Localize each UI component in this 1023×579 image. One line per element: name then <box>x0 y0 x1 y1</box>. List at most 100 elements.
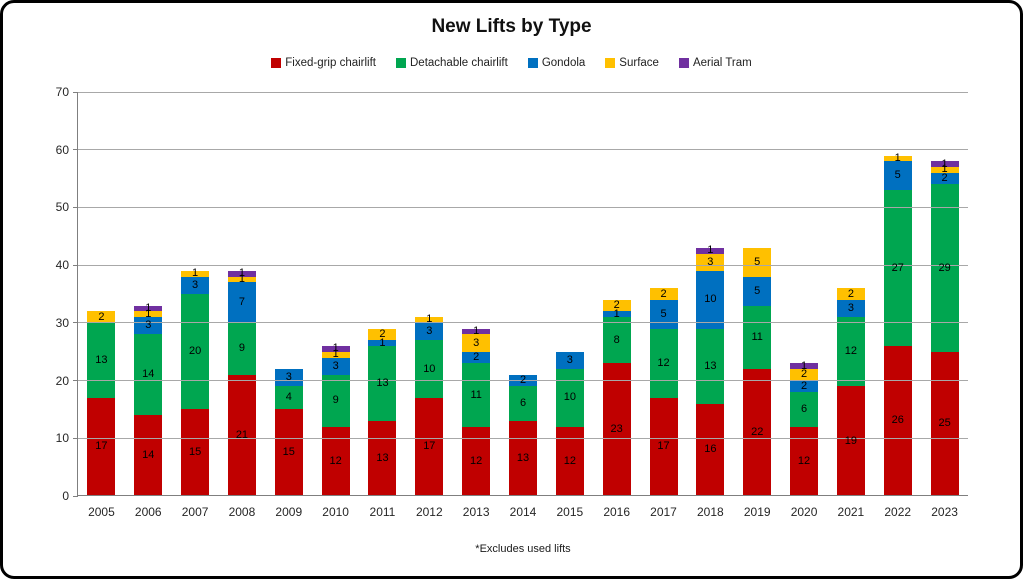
x-axis-label: 2007 <box>181 505 209 519</box>
bar-segment <box>696 253 725 271</box>
bar-segment <box>743 247 772 277</box>
bar-segment <box>883 190 912 346</box>
bar-segment <box>555 369 584 427</box>
bar-segment <box>696 270 725 329</box>
gridline <box>78 322 968 324</box>
bar-segment <box>181 409 210 496</box>
legend-label: Detachable chairlift <box>410 57 508 69</box>
bar-segment <box>743 369 772 496</box>
bar-segment <box>836 299 865 318</box>
bar-segment <box>462 351 491 364</box>
x-axis-label: 2018 <box>697 505 724 519</box>
bar-segment <box>368 328 397 341</box>
legend-swatch-icon <box>605 58 616 68</box>
legend-swatch-icon <box>527 58 538 68</box>
legend-item: Gondola <box>527 57 586 69</box>
bar-segment <box>415 317 444 323</box>
bar-segment <box>321 345 350 352</box>
bar-segment <box>649 397 678 496</box>
x-axis-label: 2022 <box>884 505 912 519</box>
bar-segment <box>649 288 678 300</box>
x-axis-label: 2016 <box>603 505 631 519</box>
bar-segment <box>415 340 444 398</box>
bar-segment <box>696 328 725 404</box>
bar-segment <box>134 317 163 335</box>
gridline <box>78 206 968 208</box>
bar-segment <box>227 270 256 277</box>
bar-segment <box>743 276 772 306</box>
x-axis-label: 2010 <box>322 505 349 519</box>
legend-swatch-icon <box>271 58 282 68</box>
y-axis-label: 70 <box>55 85 69 99</box>
bar-segment <box>930 167 959 173</box>
legend-label: Aerial Tram <box>692 57 752 69</box>
legend-label: Fixed-grip chairlift <box>285 57 376 69</box>
legend-label: Gondola <box>541 57 586 69</box>
bar-segment <box>883 155 912 162</box>
x-axis-label: 2014 <box>509 505 537 519</box>
bar-segment <box>790 392 819 427</box>
footnote: *Excludes used lifts <box>475 543 571 555</box>
bar-segment <box>274 409 303 496</box>
bar-segment <box>134 305 163 312</box>
x-axis-label: 2015 <box>556 505 584 519</box>
bar-segment <box>368 420 397 496</box>
x-axis-label: 2011 <box>369 505 396 519</box>
x-axis-label: 2017 <box>650 505 677 519</box>
bar-segment <box>509 420 537 496</box>
x-axis-line <box>77 495 968 496</box>
legend-label: Surface <box>619 57 659 69</box>
plot-area: 0 10 20 30 40 50 60 70 17 13 2 2005 14 14 3 1 1 2006 15 20 3… <box>56 86 968 519</box>
bar-segment <box>134 334 163 416</box>
bar-segment <box>87 322 116 398</box>
bar-segment <box>696 247 725 254</box>
bar-segment <box>836 386 865 496</box>
y-axis-label: 60 <box>55 142 69 157</box>
bar-segment <box>555 351 584 370</box>
bar-segment <box>227 276 256 283</box>
y-axis-tick <box>73 264 78 266</box>
bar-segment <box>462 334 491 352</box>
bar-segment <box>227 374 256 496</box>
x-axis-label: 2019 <box>743 505 771 519</box>
x-axis-label: 2008 <box>228 505 256 519</box>
y-axis-tick <box>73 149 78 151</box>
y-axis-tick <box>73 91 78 93</box>
legend-item: Surface <box>605 57 659 69</box>
x-axis-label: 2009 <box>275 505 303 519</box>
y-axis-label: 50 <box>55 200 69 215</box>
x-axis-label: 2020 <box>790 505 818 519</box>
legend-swatch-icon <box>678 58 689 68</box>
bar-segment <box>696 403 725 496</box>
bar-segment <box>790 369 819 381</box>
bar-segment <box>415 397 444 496</box>
x-axis-label: 2005 <box>88 505 115 519</box>
bar-segment <box>368 345 397 421</box>
bar-segment <box>321 374 350 427</box>
gridline <box>78 437 968 439</box>
bar-segment <box>790 363 819 370</box>
bar-segment <box>462 363 491 427</box>
gridline <box>78 91 968 93</box>
bar-segment <box>649 328 678 398</box>
bar-segment <box>87 311 116 323</box>
x-axis-label: 2012 <box>415 505 443 519</box>
bar-segment <box>181 270 210 277</box>
y-axis-label: 40 <box>55 258 69 273</box>
bar-segment <box>790 380 819 393</box>
bar-segment <box>602 363 631 496</box>
x-axis-label: 2021 <box>837 505 865 519</box>
bar-segment <box>930 161 959 168</box>
y-axis-label: 0 <box>62 489 69 503</box>
bar-segment <box>509 386 537 421</box>
bar-segment <box>883 161 912 191</box>
x-axis-label: 2023 <box>931 505 958 519</box>
bar-segment <box>930 172 959 185</box>
y-axis-tick <box>73 437 78 439</box>
gridline <box>78 264 968 266</box>
legend-item: Aerial Tram <box>678 57 752 69</box>
bar-segment <box>602 311 631 318</box>
y-axis-tick <box>73 495 78 497</box>
y-axis-tick <box>73 322 78 324</box>
bar-segment <box>321 357 350 375</box>
